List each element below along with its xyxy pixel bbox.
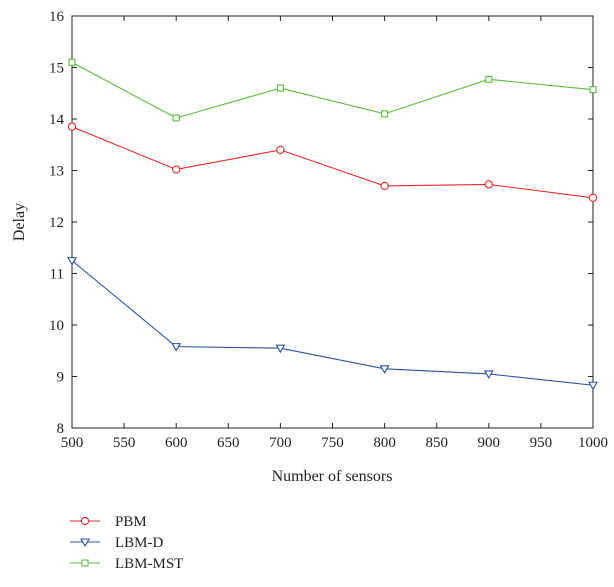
legend: PBM LBM-D LBM-MST [70,514,183,572]
legend-item-lbm-mst: LBM-MST [70,556,183,572]
plot-frame [71,15,594,429]
x-tick-label: 800 [373,435,396,451]
y-axis-ticks: 8 9 10 11 12 13 14 15 16 [49,9,593,437]
x-tick-label: 900 [478,435,501,451]
y-tick-label: 13 [49,164,64,180]
data-point-pbm [172,165,181,174]
data-point-lbm-mst [172,114,180,122]
data-point-lbm-mst [485,75,493,83]
x-tick-label: 850 [425,435,448,451]
series-pbm [67,122,598,202]
x-tick-label: 650 [217,435,240,451]
legend-item-pbm: PBM [70,514,147,530]
data-point-lbm-mst [381,110,389,118]
data-point-lbm-mst [589,86,597,94]
series-layer [67,58,598,391]
data-point-lbm-d [483,370,494,380]
x-tick-label: 500 [61,435,84,451]
x-axis-ticks: 500 550 600 650 700 750 800 850 900 950 1000 [61,16,608,451]
y-tick-label: 11 [50,267,64,283]
data-point-lbm-d [275,344,286,354]
y-tick-label: 8 [57,421,65,437]
data-point-pbm [276,145,285,155]
data-point-pbm [484,180,493,189]
legend-label-pbm: PBM [115,514,147,530]
y-axis-title: Delay [11,203,28,241]
y-tick-label: 9 [57,370,65,386]
x-tick-label: 1000 [578,435,608,451]
x-tick-label: 550 [113,435,136,451]
data-point-lbm-d [588,381,598,391]
y-tick-label: 16 [49,9,65,25]
x-tick-label: 600 [165,435,188,451]
legend-marker-lbm-d [80,538,90,548]
x-tick-label: 700 [269,435,292,451]
data-point-lbm-d [67,257,77,266]
series-lbm-mst [68,58,597,122]
y-tick-label: 12 [49,215,64,231]
y-tick-label: 10 [49,318,64,334]
data-point-pbm [67,122,77,131]
series-lbm-d [67,257,598,391]
legend-label-lbm-d: LBM-D [115,535,164,551]
legend-item-lbm-d: LBM-D [70,535,164,551]
legend-marker-pbm [80,516,90,526]
x-axis-title: Number of sensors [272,468,393,485]
y-tick-label: 15 [49,61,64,77]
x-tick-label: 750 [321,435,344,451]
data-point-pbm [588,193,598,202]
series-line-lbm-d [71,260,594,386]
data-point-lbm-mst [276,84,284,92]
series-line-lbm-mst [71,61,594,119]
data-point-lbm-d [379,365,390,374]
data-point-lbm-mst [68,58,76,66]
y-tick-label: 14 [49,112,65,128]
data-point-lbm-d [171,343,182,352]
series-line-pbm [71,126,594,199]
x-tick-label: 950 [530,435,553,451]
data-point-pbm [380,181,389,191]
legend-label-lbm-mst: LBM-MST [115,556,183,572]
legend-marker-lbm-mst [81,559,89,567]
